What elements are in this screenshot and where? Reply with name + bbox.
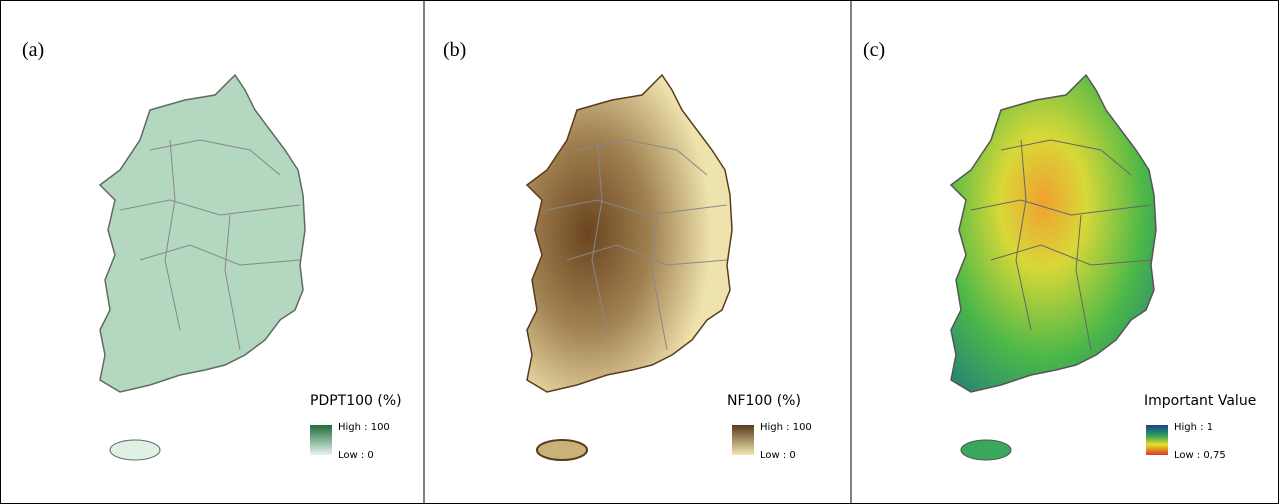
legend-title: NF100 (%) (727, 393, 801, 409)
island (537, 440, 587, 460)
panel-label: (b) (443, 39, 466, 61)
legend-high: High : 100 (338, 422, 390, 433)
legend-ramp (732, 425, 754, 455)
legend-low: Low : 0 (760, 450, 796, 461)
legend-low: Low : 0 (338, 450, 374, 461)
panel-label: (c) (863, 39, 885, 61)
legend-high: High : 100 (760, 422, 812, 433)
map (527, 75, 732, 392)
island (961, 440, 1011, 460)
panel: (b) NF100 (%) High : 100 Low : 0 (443, 39, 812, 461)
legend-low: Low : 0,75 (1174, 450, 1226, 461)
figure: (a) PDPT100 (%) High : 100 Low : 0 (b) N… (0, 0, 1279, 504)
panel: (c) Important Value High : 1 Low : 0,75 (863, 39, 1256, 461)
legend-high: High : 1 (1174, 422, 1213, 433)
legend-title: Important Value (1144, 393, 1256, 409)
legend-ramp (310, 425, 332, 455)
map-shade (100, 75, 305, 392)
map (951, 75, 1156, 392)
island (110, 440, 160, 460)
panel-label: (a) (22, 39, 44, 61)
panel: (a) PDPT100 (%) High : 100 Low : 0 (22, 39, 402, 461)
legend-ramp (1146, 425, 1168, 455)
legend-title: PDPT100 (%) (310, 393, 402, 409)
